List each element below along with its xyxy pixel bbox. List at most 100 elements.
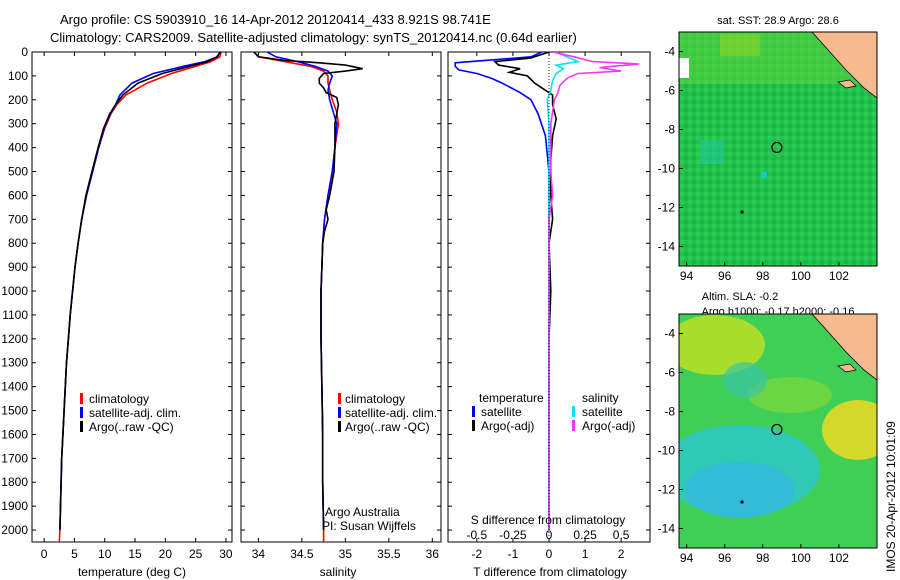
legend-label-climatology: climatology (89, 392, 149, 406)
imos-stamp: IMOS 20-Apr-2012 10:01:09 (884, 421, 898, 572)
sst-cool-pixel (761, 172, 767, 178)
map-y-tick-label: -4 (664, 45, 675, 59)
legend-swatch-sal-argo (572, 420, 575, 431)
series-line-1-1 (266, 52, 338, 531)
t-difference-x-ticks: -2 -1 0 1 2 (472, 52, 625, 561)
x-tick-label: 20 (159, 547, 173, 561)
map-x-tick-label: 96 (718, 269, 732, 283)
s-tick-label: -0.5 (467, 528, 488, 542)
x-tick-label: 34 (252, 547, 266, 561)
x-tick-label: 1 (582, 547, 589, 561)
header-line2: Climatology: CARS2009. Satellite-adjuste… (50, 30, 577, 45)
land-sumatra (811, 32, 877, 99)
s-tick-label: 0 (546, 528, 553, 542)
sst-map: sat. SST: 28.9 Argo: 28.6 94 96 98 100 102 -4… (658, 15, 878, 284)
header-line1: Argo profile: CS 5903910_16 14-Apr-2012 … (60, 12, 491, 27)
series-line-1-0 (253, 52, 340, 542)
s-tick-label: 0.5 (613, 528, 630, 542)
difference-panel: -2 -1 0 1 2 S difference from climatology -0… (447, 51, 651, 579)
x-tick-label: 2 (618, 547, 625, 561)
map-y-tick-label: -12 (658, 483, 676, 497)
sla-map-title: Altim. SLA: -0.2 (702, 291, 778, 303)
map-y-tick-label: -12 (658, 201, 676, 215)
sla-high-north (679, 315, 765, 375)
temperature-xlabel: temperature (deg C) (78, 565, 186, 579)
salinity-panel: 34 34.5 35 35.5 36 salinity climatology sate… (240, 51, 442, 579)
y-tick-label: 800 (8, 236, 28, 250)
y-tick-label: 2000 (1, 523, 28, 537)
y-tick-label: 1000 (1, 284, 28, 298)
map-y-tick-label: -4 (664, 327, 675, 341)
map-y-tick-label: -8 (664, 123, 675, 137)
difference-profile-lines (454, 52, 640, 542)
sst-map-ticks: 94 96 98 100 102 -4 -6 -8 -10 -12 -14 (658, 45, 850, 284)
sst-warm-patch (720, 34, 760, 56)
y-tick-label: 1500 (1, 404, 28, 418)
s-tick-label: 0.25 (573, 528, 597, 542)
legend-label-sal-argo: Argo(-adj) (582, 419, 635, 433)
y-tick-label: 1600 (1, 427, 28, 441)
x-tick-label: 35.5 (377, 547, 401, 561)
legend-swatch-temp-satellite (472, 406, 475, 417)
island-small (837, 363, 857, 373)
salinity-plot-frame (240, 51, 442, 543)
s-difference-label: S difference from climatology (471, 513, 626, 527)
legend-swatch-climatology (80, 393, 83, 404)
y-tick-label: 300 (8, 117, 28, 131)
map-y-tick-label: -6 (664, 366, 675, 380)
x-tick-label: 36 (426, 547, 440, 561)
map-x-tick-label: 94 (680, 551, 694, 565)
series-line-0-0 (58, 52, 222, 542)
series-line-1-2 (253, 52, 363, 531)
credit-line2: PI: Susan Wijffels (322, 519, 416, 533)
y-tick-label: 900 (8, 260, 28, 274)
sla-map-ticks: 94 96 98 100 102 -4 -6 -8 -10 -12 -14 (658, 327, 850, 566)
legend-swatch-satellite (338, 407, 341, 418)
legend-label-temp-argo: Argo(-adj) (481, 419, 534, 433)
y-tick-label: 400 (8, 141, 28, 155)
temperature-plot-frame (31, 51, 233, 543)
legend-swatch-argo (338, 421, 341, 432)
x-tick-label: 15 (128, 547, 142, 561)
x-tick-label: 5 (71, 547, 78, 561)
map-y-tick-label: -6 (664, 84, 675, 98)
x-tick-label: -2 (472, 547, 483, 561)
legend-swatch-sal-satellite (572, 406, 575, 417)
sla-map-frame (678, 313, 878, 549)
island-small (837, 79, 857, 89)
map-x-tick-label: 94 (680, 269, 694, 283)
legend-title-salinity: salinity (582, 391, 619, 405)
map-x-tick-label: 102 (829, 551, 849, 565)
map-x-tick-label: 100 (791, 269, 811, 283)
y-tick-label: 1400 (1, 380, 28, 394)
series-line-2-2 (546, 52, 581, 530)
temperature-profile-lines (58, 52, 222, 542)
x-tick-label: 30 (219, 547, 233, 561)
series-line-0-2 (59, 52, 222, 531)
map-x-tick-label: 98 (756, 269, 770, 283)
y-tick-label: 500 (8, 165, 28, 179)
y-tick-label: 1200 (1, 332, 28, 346)
temperature-x-ticks: 0 5 10 15 20 25 30 (41, 52, 233, 561)
legend-label-satellite: satellite-adj. clim. (345, 406, 437, 420)
legend-label-satellite: satellite-adj. clim. (89, 406, 181, 420)
legend-swatch-temp-argo (472, 420, 475, 431)
sla-map: Altim. SLA: -0.2 Argo h1000: -0.17 h2000… (658, 291, 878, 566)
x-tick-label: 0 (546, 547, 553, 561)
y-tick-label: 1800 (1, 475, 28, 489)
series-line-2-0 (454, 52, 550, 530)
map-y-tick-label: -10 (658, 162, 676, 176)
x-tick-label: 35 (339, 547, 353, 561)
series-line-2-3 (548, 52, 640, 530)
salinity-legend: climatology satellite-adj. clim. Argo(..… (338, 392, 437, 434)
depth-ticks: 0 100 200 300 400 500 600 700 800 900 1000 1100 1200… (1, 45, 650, 537)
map-y-tick-label: -8 (664, 405, 675, 419)
legend-label-argo: Argo(..raw -QC) (345, 420, 430, 434)
credit-line1: Argo Australia (325, 505, 400, 519)
sla-low-core (685, 462, 795, 518)
map-y-tick-label: -10 (658, 444, 676, 458)
y-tick-label: 700 (8, 212, 28, 226)
x-tick-label: 0 (41, 547, 48, 561)
profile-position-marker (771, 141, 783, 154)
